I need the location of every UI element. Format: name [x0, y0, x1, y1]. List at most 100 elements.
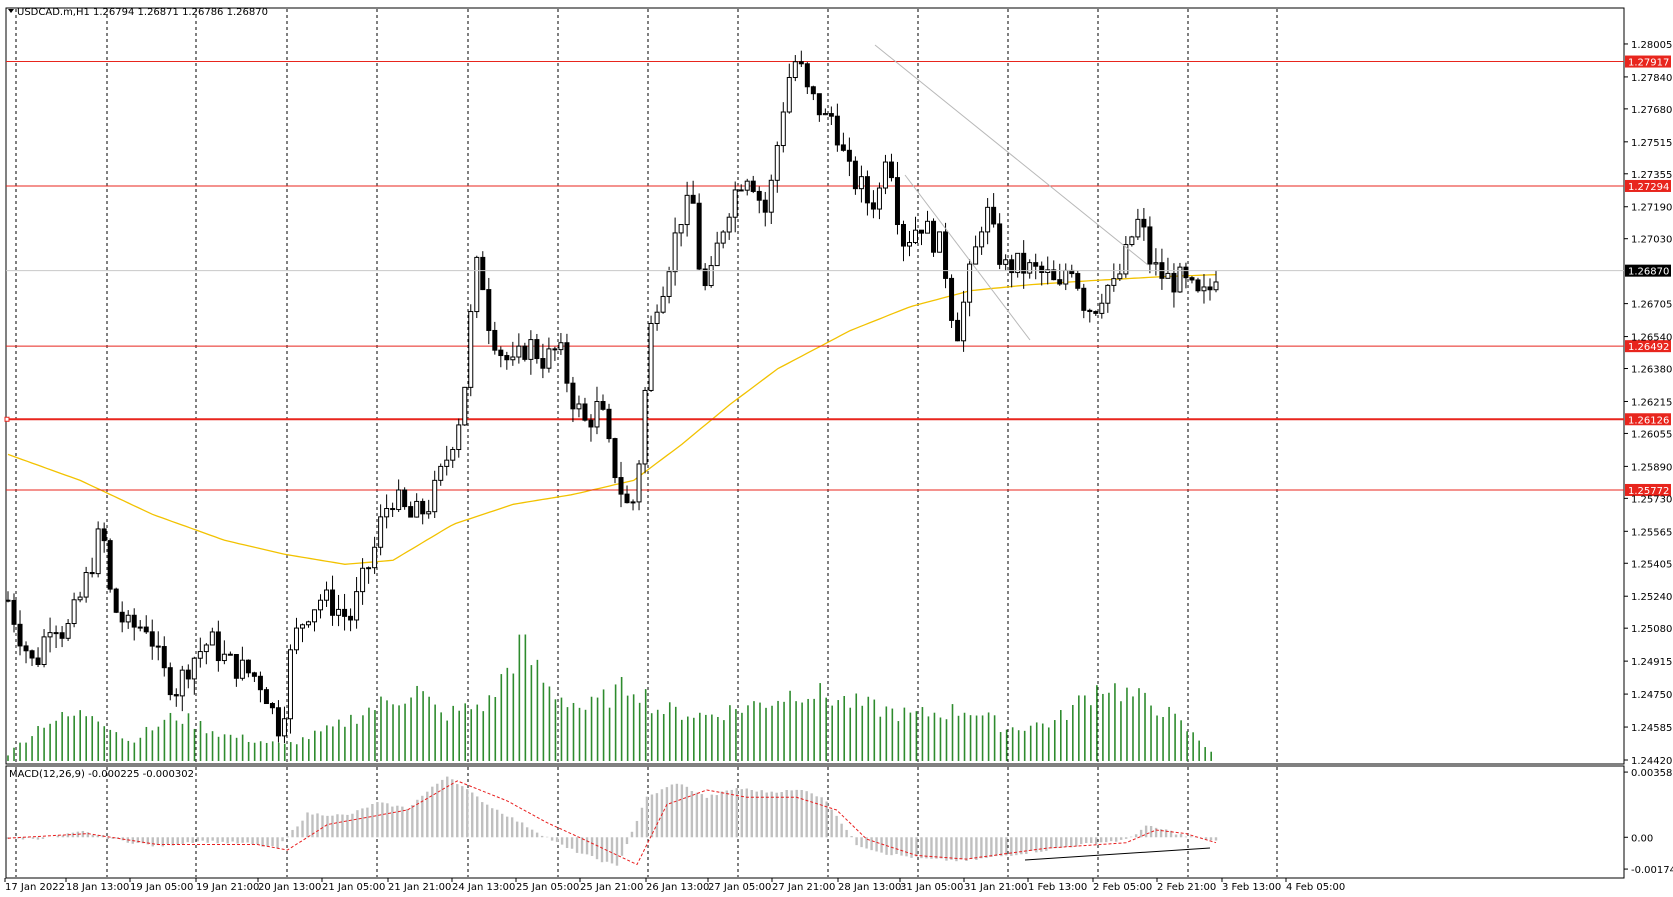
time-tick-label: 2 Feb 21:00	[1157, 882, 1216, 893]
candle-body	[17, 623, 23, 647]
candle-body	[185, 669, 191, 680]
candle-body	[714, 242, 720, 267]
candle-body	[251, 672, 257, 677]
candle-body	[798, 61, 804, 65]
level-badge	[1625, 483, 1671, 496]
candle-body	[504, 355, 510, 361]
candle-body	[1207, 286, 1213, 291]
candle-body	[1141, 218, 1147, 228]
candle-body	[113, 588, 119, 613]
level-handle[interactable]	[4, 416, 10, 422]
macd-tick-label: 0.00	[1631, 833, 1653, 844]
candle-body	[336, 608, 342, 616]
candle-body	[985, 206, 991, 233]
candle-body	[949, 277, 955, 321]
price-tick-label: 1.26380	[1631, 365, 1672, 376]
candle-body	[786, 77, 792, 113]
candle-body	[979, 231, 985, 248]
candle-body	[426, 511, 432, 515]
candle-body	[1135, 218, 1141, 238]
candle-body	[83, 572, 89, 598]
candle-body	[1075, 273, 1081, 289]
candle-body	[215, 631, 221, 662]
candle-body	[534, 339, 540, 360]
level-label: 1.26126	[1628, 415, 1669, 426]
time-tick-label: 21 Jan 05:00	[322, 882, 385, 893]
candle-body	[624, 493, 630, 504]
candle-body	[708, 265, 714, 287]
candle-body	[570, 382, 576, 410]
candle-body	[1117, 273, 1123, 280]
level-badge	[1625, 179, 1671, 192]
candle-body	[468, 311, 474, 388]
candle-body	[684, 194, 690, 226]
candle-body	[390, 508, 396, 511]
candle-body	[348, 615, 354, 621]
candle-body	[1003, 259, 1009, 265]
candle-body	[636, 463, 642, 503]
candle-body	[702, 268, 708, 287]
candle-body	[642, 389, 648, 465]
candle-body	[221, 653, 227, 662]
current-price-badge	[1625, 264, 1671, 277]
price-tick-label: 1.25730	[1631, 494, 1672, 505]
current-price-label: 1.26870	[1628, 267, 1669, 278]
candle-body	[660, 295, 666, 313]
price-tick-label: 1.27680	[1631, 105, 1672, 116]
time-tick-label: 27 Jan 05:00	[708, 882, 771, 893]
main-price-pane[interactable]: 1.27917 1.27294 1.26492 1.26126 1.25772 1.28…	[4, 7, 1672, 767]
macd-divergence-line[interactable]	[1024, 847, 1211, 861]
candle-body	[744, 180, 750, 191]
macd-pane[interactable]: MACD(12,26,9) -0.000225 -0.000302 0.0035…	[5, 765, 1673, 879]
candle-body	[257, 675, 263, 691]
candle-body	[654, 311, 660, 324]
candle-body	[95, 528, 101, 575]
channel-lower-line[interactable]	[904, 174, 1031, 341]
candle-body	[588, 419, 594, 428]
candle-body	[1027, 262, 1033, 274]
candle-body	[720, 231, 726, 244]
price-tick-label: 1.27355	[1631, 170, 1672, 181]
candle-body	[1087, 309, 1093, 313]
level-badge	[1625, 340, 1671, 353]
macd-pane-frame	[5, 765, 1625, 879]
level-label: 1.27917	[1628, 58, 1669, 69]
candle-body	[23, 645, 29, 652]
candle-body	[510, 356, 516, 361]
candle-body	[756, 190, 762, 201]
candle-body	[462, 386, 468, 426]
candle-body	[396, 489, 402, 511]
time-tick-label: 18 Jan 13:00	[66, 882, 129, 893]
candle-body	[672, 232, 678, 273]
menu-triangle-icon[interactable]	[8, 9, 14, 13]
candle-body	[822, 113, 828, 116]
trendlines	[874, 44, 1149, 341]
horizontal-levels: 1.27917 1.27294 1.26492 1.26126 1.25772	[4, 55, 1671, 497]
price-tick-label: 1.26705	[1631, 300, 1672, 311]
candle-body	[456, 424, 462, 451]
candle-body	[696, 202, 702, 270]
candle-body	[269, 703, 275, 709]
candle-body	[372, 546, 378, 569]
candle-body	[101, 528, 107, 542]
channel-upper-line[interactable]	[874, 44, 1149, 266]
candle-body	[1105, 284, 1111, 304]
candle-body	[780, 111, 786, 147]
candle-body	[197, 651, 203, 659]
candle-body	[900, 224, 906, 247]
candle-body	[558, 342, 564, 351]
candle-body	[245, 659, 251, 674]
candle-body	[53, 632, 59, 635]
candle-body	[474, 256, 480, 313]
candle-body	[666, 271, 672, 297]
candle-body	[750, 180, 756, 192]
candle-body	[137, 626, 143, 629]
time-tick-label: 1 Feb 13:00	[1028, 882, 1087, 893]
candle-body	[1111, 278, 1117, 286]
candle-body	[840, 144, 846, 151]
volume-bars	[7, 634, 1212, 761]
candle-body	[870, 202, 876, 210]
candle-body	[408, 506, 414, 518]
candle-body	[318, 599, 324, 611]
candle-body	[191, 657, 197, 680]
